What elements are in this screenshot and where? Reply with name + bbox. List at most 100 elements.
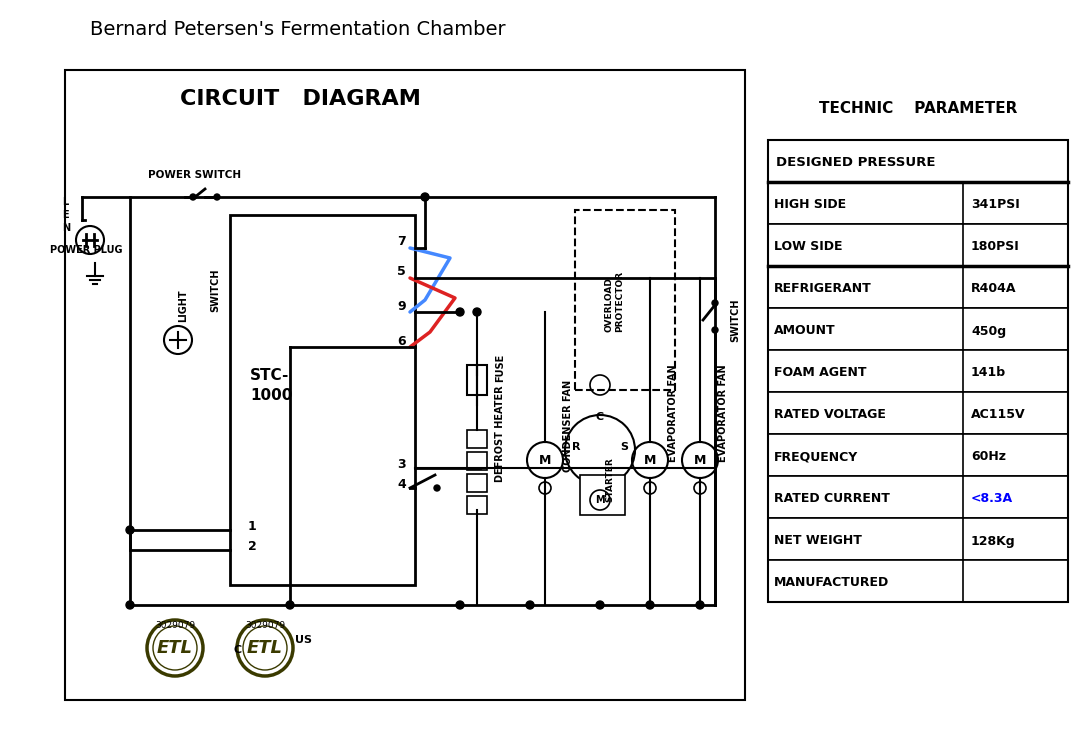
Text: 141b: 141b [971,367,1006,380]
Circle shape [286,601,294,609]
Circle shape [456,308,464,316]
Text: 3029079: 3029079 [245,621,285,630]
Bar [768,518,1068,560]
Text: SWITCH: SWITCH [730,299,740,342]
Bar [467,452,487,470]
Circle shape [286,343,294,351]
Circle shape [405,485,411,491]
Text: 1000: 1000 [250,388,292,403]
Text: US: US [295,635,312,645]
Text: RATED CURRENT: RATED CURRENT [774,492,889,506]
Text: M: M [644,453,657,467]
Text: NET WEIGHT: NET WEIGHT [774,534,862,548]
Text: 450g: 450g [971,325,1006,338]
Text: E: E [63,210,69,220]
Text: M: M [694,453,706,467]
Bar [768,140,1068,602]
Text: TECHNIC    PARAMETER: TECHNIC PARAMETER [819,101,1018,116]
Bar [768,224,1068,266]
Text: R: R [572,442,580,452]
Bar [768,266,1068,308]
Text: POWER SWITCH: POWER SWITCH [148,170,241,180]
Text: S: S [620,442,628,452]
Text: STC-: STC- [250,368,289,383]
Text: CONDENSER FAN: CONDENSER FAN [563,380,573,472]
Text: 9: 9 [397,300,405,313]
Circle shape [421,193,429,201]
Circle shape [711,327,718,333]
Circle shape [646,601,654,609]
Circle shape [526,601,534,609]
Circle shape [434,485,440,491]
Text: STARTER: STARTER [605,457,614,502]
Circle shape [596,601,604,609]
Text: FOAM AGENT: FOAM AGENT [774,367,867,380]
Circle shape [456,601,464,609]
Text: 4: 4 [397,478,405,491]
Bar [768,434,1068,476]
Text: HIGH SIDE: HIGH SIDE [774,199,846,211]
Bar [768,140,1068,182]
Text: L: L [63,197,68,207]
Text: 7: 7 [397,235,405,248]
Text: PROTECTOR: PROTECTOR [616,271,624,332]
Text: EVAPORATOR FAN: EVAPORATOR FAN [668,364,678,462]
Text: LIGHT: LIGHT [178,289,188,322]
Text: AC115V: AC115V [971,408,1025,422]
Circle shape [711,300,718,306]
Text: FUSE: FUSE [495,354,505,382]
Text: 5: 5 [397,265,405,278]
Text: ETL: ETL [157,639,193,657]
Circle shape [126,526,134,534]
Text: 2: 2 [248,540,257,553]
Bar [467,496,487,514]
Bar [580,475,625,515]
Circle shape [126,601,134,609]
Bar [768,392,1068,434]
Bar [467,430,487,448]
Text: N: N [63,223,70,233]
Bar [768,182,1068,224]
Circle shape [473,308,481,316]
Text: M: M [539,453,551,467]
Text: CIRCUIT   DIAGRAM: CIRCUIT DIAGRAM [180,89,420,109]
Text: POWER PLUG: POWER PLUG [50,245,123,255]
Text: <8.3A: <8.3A [971,492,1013,506]
Text: OVERLOAD: OVERLOAD [605,277,614,332]
Text: LOW SIDE: LOW SIDE [774,241,843,253]
Text: ETL: ETL [247,639,284,657]
Text: 60Hz: 60Hz [971,450,1006,464]
Text: 128Kg: 128Kg [971,534,1015,548]
Text: RATED VOLTAGE: RATED VOLTAGE [774,408,886,422]
Bar [575,210,675,390]
Text: 6: 6 [397,335,405,348]
Text: R404A: R404A [971,283,1017,295]
Bar [65,70,745,700]
Text: DEFROST HEATER: DEFROST HEATER [495,386,505,482]
Bar [768,350,1068,392]
Text: 1: 1 [248,520,257,533]
Text: AMOUNT: AMOUNT [774,325,835,338]
Text: 3: 3 [397,458,405,471]
Bar [230,215,415,585]
Text: 180PSI: 180PSI [971,241,1020,253]
Bar [467,474,487,492]
Bar [768,308,1068,350]
Text: EVAPORATOR FAN: EVAPORATOR FAN [718,364,728,462]
Circle shape [696,601,704,609]
Circle shape [190,194,196,200]
Text: MANUFACTURED: MANUFACTURED [774,576,889,590]
Text: SWITCH: SWITCH [210,268,220,312]
Text: M: M [595,495,605,505]
Bar [467,365,487,395]
Bar [768,560,1068,602]
Text: FREQUENCY: FREQUENCY [774,450,858,464]
Text: DESIGNED PRESSURE: DESIGNED PRESSURE [776,157,936,169]
Text: REFRIGERANT: REFRIGERANT [774,283,872,295]
Text: 341PSI: 341PSI [971,199,1020,211]
Bar [768,476,1068,518]
Text: 3029079: 3029079 [155,621,195,630]
Circle shape [215,194,220,200]
Text: C: C [233,645,241,655]
Text: Bernard Petersen's Fermentation Chamber: Bernard Petersen's Fermentation Chamber [89,20,506,39]
